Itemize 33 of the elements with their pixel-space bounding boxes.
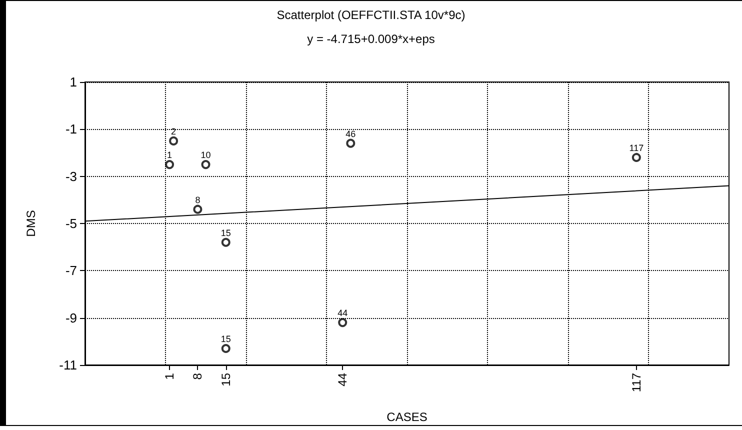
point xyxy=(221,238,230,247)
annotation: 15 xyxy=(220,334,231,344)
point xyxy=(193,204,202,214)
y-tick-label: -7 xyxy=(65,263,77,278)
point xyxy=(346,138,356,148)
x-axis-title: CASES xyxy=(386,410,428,424)
y-tick-label: -9 xyxy=(65,310,77,326)
y-tick-label: -5 xyxy=(65,216,77,231)
x-tick-label: 117 xyxy=(629,372,644,392)
x-tick-label: 1 xyxy=(162,372,177,380)
point xyxy=(201,160,210,170)
y-tick-label: -1 xyxy=(65,122,77,137)
annotation: 1 xyxy=(167,150,172,160)
x-tick-label: 15 xyxy=(218,372,233,386)
chart-title: Scatterplot (OEFFCTII.STA 10v*9c) xyxy=(276,8,466,22)
annotation: 44 xyxy=(338,308,348,318)
annotation: 117 xyxy=(629,142,644,153)
point xyxy=(169,136,178,146)
y-axis-title: DMS xyxy=(24,210,38,237)
y-tick-label: 1 xyxy=(70,74,77,90)
point xyxy=(338,318,348,328)
annotation: 10 xyxy=(200,150,211,160)
x-tick-label: 8 xyxy=(190,372,205,380)
x-tick-label: 44 xyxy=(336,372,350,386)
point xyxy=(165,160,174,170)
chart-subtitle: y = -4.715+0.009*x+eps xyxy=(307,32,435,46)
point xyxy=(221,344,230,353)
y-tick-label: -11 xyxy=(59,358,77,372)
annotation: 15 xyxy=(220,228,231,238)
annotation: 46 xyxy=(346,128,356,139)
y-tick-label: -3 xyxy=(65,168,77,184)
annotation: 8 xyxy=(195,194,200,205)
point xyxy=(632,152,641,162)
